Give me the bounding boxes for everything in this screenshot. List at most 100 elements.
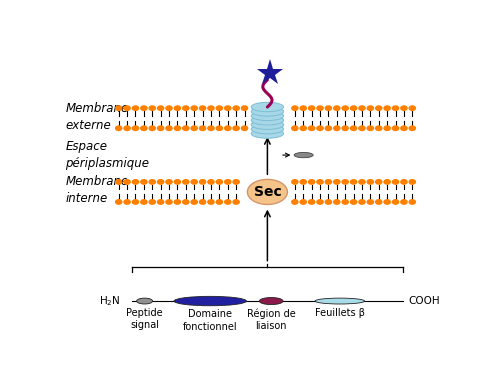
- Circle shape: [333, 125, 340, 131]
- Circle shape: [157, 179, 164, 185]
- Circle shape: [174, 105, 181, 111]
- Circle shape: [375, 179, 383, 185]
- Circle shape: [350, 125, 357, 131]
- Circle shape: [149, 179, 156, 185]
- Circle shape: [182, 125, 189, 131]
- Circle shape: [341, 179, 349, 185]
- Circle shape: [358, 105, 366, 111]
- Circle shape: [174, 179, 181, 185]
- Circle shape: [157, 105, 164, 111]
- Circle shape: [132, 125, 139, 131]
- Circle shape: [408, 179, 416, 185]
- Circle shape: [149, 125, 156, 131]
- Circle shape: [400, 105, 408, 111]
- Circle shape: [358, 199, 366, 205]
- Circle shape: [182, 199, 189, 205]
- Circle shape: [165, 179, 173, 185]
- Ellipse shape: [137, 298, 153, 304]
- Circle shape: [207, 199, 215, 205]
- Circle shape: [367, 199, 374, 205]
- Circle shape: [190, 179, 198, 185]
- Circle shape: [358, 125, 366, 131]
- Circle shape: [182, 105, 189, 111]
- Circle shape: [224, 199, 232, 205]
- Circle shape: [408, 199, 416, 205]
- Circle shape: [358, 179, 366, 185]
- Circle shape: [291, 199, 299, 205]
- Ellipse shape: [251, 116, 283, 125]
- Text: Sec: Sec: [253, 185, 281, 199]
- Circle shape: [408, 105, 416, 111]
- Circle shape: [140, 125, 148, 131]
- Circle shape: [190, 105, 198, 111]
- Circle shape: [400, 179, 408, 185]
- Ellipse shape: [259, 298, 283, 304]
- Circle shape: [308, 125, 315, 131]
- Circle shape: [408, 125, 416, 131]
- Circle shape: [241, 105, 248, 111]
- Circle shape: [232, 125, 240, 131]
- Circle shape: [316, 125, 324, 131]
- Circle shape: [207, 105, 215, 111]
- Ellipse shape: [251, 120, 283, 129]
- Ellipse shape: [251, 111, 283, 121]
- Circle shape: [123, 199, 131, 205]
- Circle shape: [325, 105, 332, 111]
- Circle shape: [215, 199, 223, 205]
- Circle shape: [375, 125, 383, 131]
- Circle shape: [325, 179, 332, 185]
- Circle shape: [367, 105, 374, 111]
- Circle shape: [182, 179, 189, 185]
- Circle shape: [325, 199, 332, 205]
- Ellipse shape: [251, 124, 283, 134]
- Circle shape: [291, 125, 299, 131]
- Circle shape: [341, 105, 349, 111]
- Circle shape: [375, 105, 383, 111]
- Circle shape: [199, 125, 207, 131]
- Circle shape: [308, 105, 315, 111]
- Ellipse shape: [315, 298, 365, 304]
- Circle shape: [232, 105, 240, 111]
- Ellipse shape: [174, 296, 246, 306]
- Circle shape: [392, 179, 400, 185]
- Circle shape: [375, 199, 383, 205]
- Circle shape: [392, 199, 400, 205]
- Text: Région de
liaison: Région de liaison: [247, 308, 296, 331]
- Circle shape: [232, 179, 240, 185]
- Circle shape: [157, 199, 164, 205]
- Circle shape: [341, 125, 349, 131]
- Circle shape: [215, 179, 223, 185]
- Ellipse shape: [247, 179, 287, 205]
- Circle shape: [174, 125, 181, 131]
- Circle shape: [140, 199, 148, 205]
- Circle shape: [291, 179, 299, 185]
- Circle shape: [132, 105, 139, 111]
- Circle shape: [350, 199, 357, 205]
- Circle shape: [241, 125, 248, 131]
- Circle shape: [300, 125, 307, 131]
- Circle shape: [300, 105, 307, 111]
- Text: Membrane
externe: Membrane externe: [65, 102, 128, 132]
- Circle shape: [224, 125, 232, 131]
- Circle shape: [199, 179, 207, 185]
- Circle shape: [174, 199, 181, 205]
- Circle shape: [350, 179, 357, 185]
- Text: H$_2$N: H$_2$N: [99, 294, 121, 308]
- Ellipse shape: [251, 102, 283, 112]
- Circle shape: [300, 179, 307, 185]
- Circle shape: [392, 105, 400, 111]
- Circle shape: [199, 105, 207, 111]
- Circle shape: [115, 179, 123, 185]
- Text: Domaine
fonctionnel: Domaine fonctionnel: [183, 309, 238, 332]
- Circle shape: [207, 179, 215, 185]
- Circle shape: [165, 125, 173, 131]
- Circle shape: [123, 179, 131, 185]
- Circle shape: [383, 199, 391, 205]
- Circle shape: [333, 199, 340, 205]
- Circle shape: [115, 105, 123, 111]
- Circle shape: [132, 179, 139, 185]
- Circle shape: [215, 125, 223, 131]
- Circle shape: [149, 199, 156, 205]
- Circle shape: [190, 125, 198, 131]
- Circle shape: [215, 105, 223, 111]
